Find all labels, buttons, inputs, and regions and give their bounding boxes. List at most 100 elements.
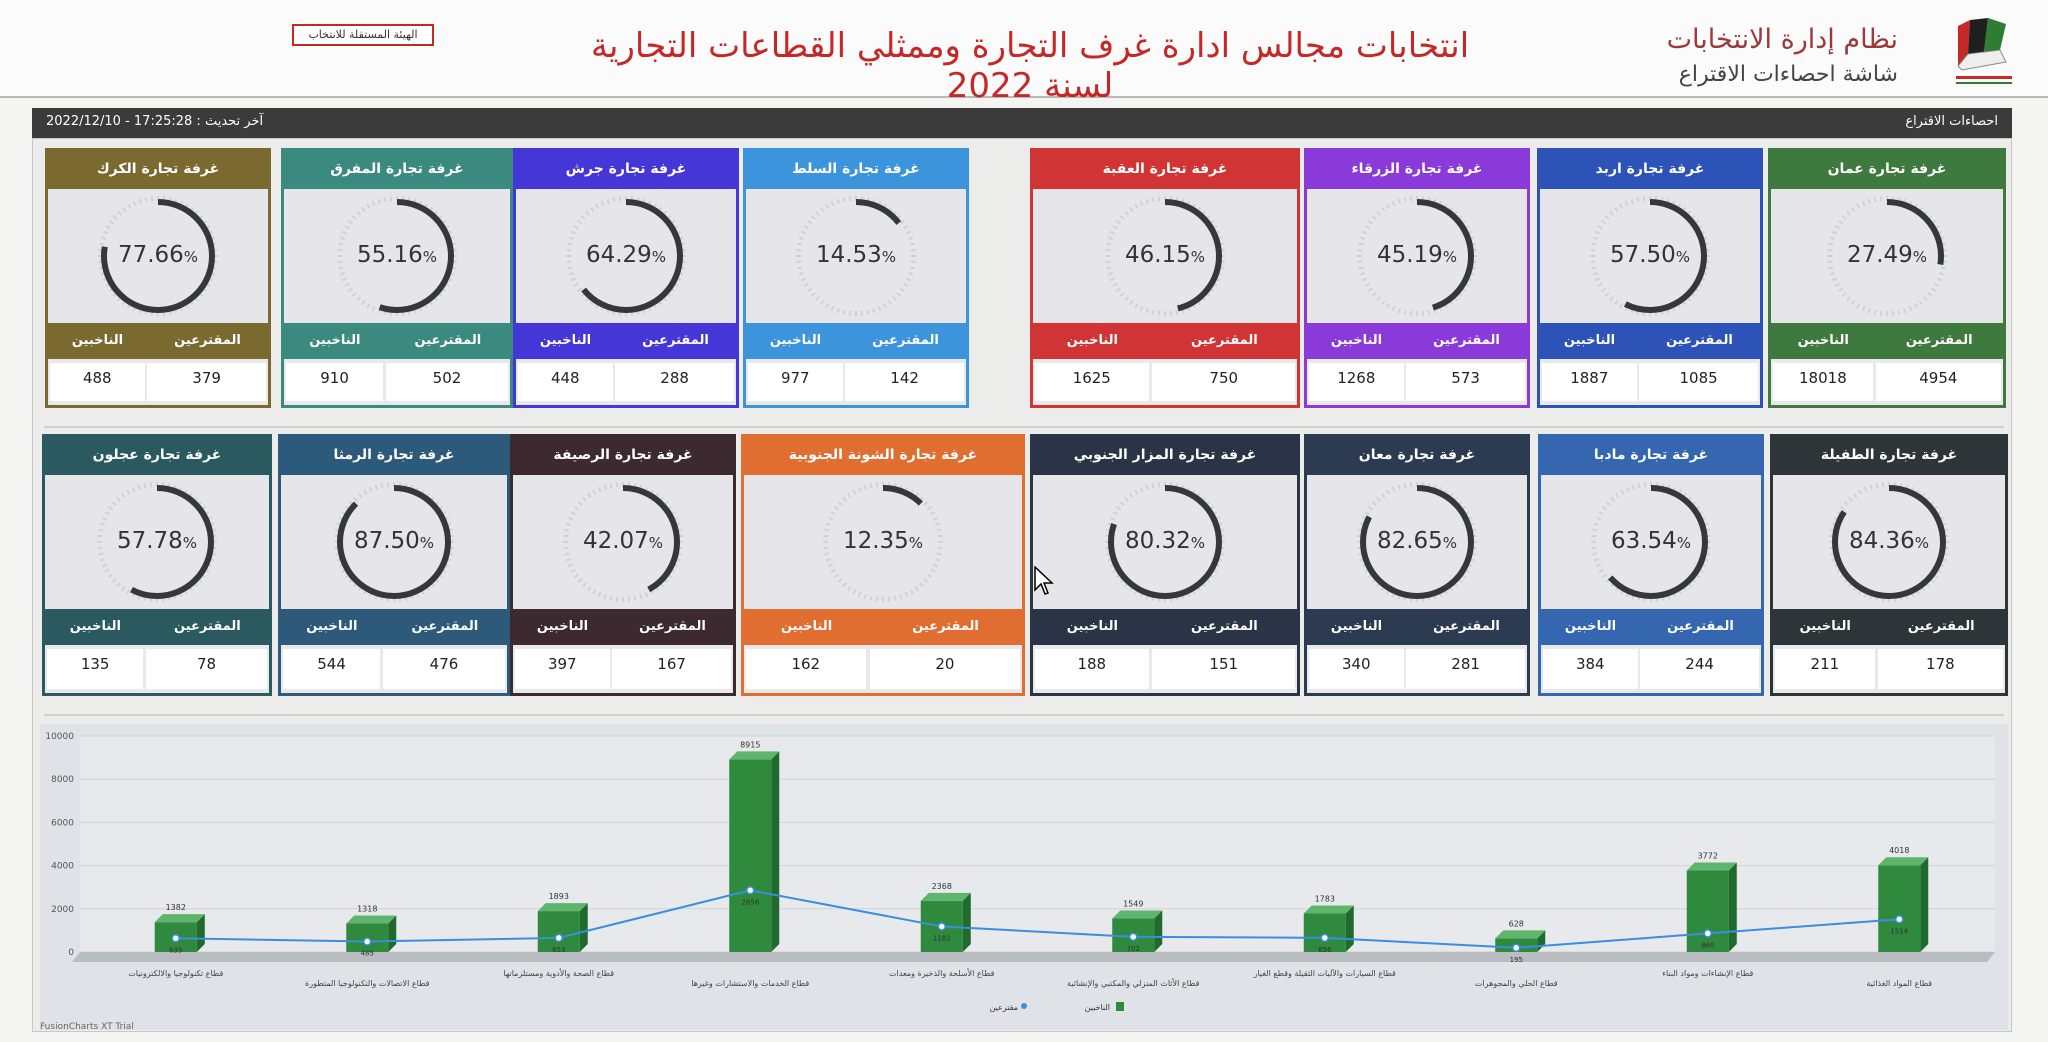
bar-value-label: 3772 [1698, 852, 1718, 861]
chamber-card[interactable]: غرفة تجارة الشونة الجنوبية 12.35% المقتر… [741, 434, 1025, 696]
bar-side [962, 892, 971, 952]
registered-value: 18018 [1773, 363, 1873, 401]
bar-value-label: 2368 [932, 882, 952, 891]
chamber-card[interactable]: غرفة تجارة الرمثا 87.50% المقترعين الناخ… [278, 434, 510, 696]
registered-label: الناخبين [309, 333, 361, 348]
authority-button[interactable]: الهيئة المستقلة للانتخاب [292, 24, 434, 46]
gauge-ring [1590, 196, 1710, 316]
gauge-arc [1830, 199, 1944, 313]
turnout-percent: 84.36% [1848, 528, 1930, 554]
line-value-label: 860 [1701, 941, 1714, 949]
chamber-card[interactable]: غرفة تجارة الكرك 77.66% المقترعين الناخب… [45, 148, 271, 408]
y-tick-label: 0 [68, 948, 74, 958]
bar-side [1154, 910, 1163, 952]
voters-value: 78 [146, 649, 267, 689]
gauge-ring [823, 482, 943, 602]
voters-label: المقترعين [1666, 333, 1733, 348]
registered-value: 488 [50, 363, 145, 401]
bar [1878, 865, 1921, 952]
gauge-arc [566, 485, 680, 599]
turnout-gauge: 63.54% [1541, 475, 1761, 609]
turnout-gauge: 12.35% [744, 475, 1022, 609]
chamber-card[interactable]: غرفة تجارة الزرقاء 45.19% المقترعين النا… [1304, 148, 1530, 408]
chamber-card[interactable]: غرفة تجارة عجلون 57.78% المقترعين الناخب… [42, 434, 272, 696]
gauge-ring [1357, 482, 1477, 602]
line-point [1512, 943, 1521, 953]
chamber-card[interactable]: غرفة تجارة السلط 14.53% المقترعين الناخب… [743, 148, 969, 408]
card-values: 1085 1887 [1540, 359, 1760, 405]
plot-background [80, 736, 1995, 952]
line-point [363, 937, 372, 946]
chamber-card[interactable]: غرفة تجارة المزار الجنوبي 80.32% المقترع… [1030, 434, 1300, 696]
bar-side [388, 915, 397, 952]
registered-label: الناخبين [306, 619, 358, 634]
line-value-label: 702 [1127, 945, 1140, 953]
turnout-percent: 80.32% [1124, 528, 1206, 554]
gauge-arc [1360, 199, 1474, 313]
gauge-arc [1360, 485, 1474, 599]
voters-label: المقترعين [912, 619, 979, 634]
bar-value-label: 1783 [1315, 894, 1335, 903]
chamber-card[interactable]: غرفة تجارة مادبا 63.54% المقترعين الناخب… [1538, 434, 1764, 696]
gauge-ring [1105, 482, 1225, 602]
voters-label: المقترعين [642, 333, 709, 348]
registered-value: 384 [1543, 649, 1638, 689]
voters-label: المقترعين [1667, 619, 1734, 634]
registered-label: الناخبين [1563, 333, 1616, 348]
turnout-percent: 14.53% [815, 242, 897, 268]
registered-label: الناخبين [1330, 333, 1383, 348]
line-point [1320, 933, 1329, 943]
bar-value-label: 4018 [1889, 846, 1909, 855]
turnout-gauge: 46.15% [1033, 189, 1297, 323]
chamber-card[interactable]: غرفة تجارة جرش 64.29% المقترعين الناخبين… [513, 148, 739, 408]
chamber-card[interactable]: غرفة تجارة معان 82.65% المقترعين الناخبي… [1304, 434, 1530, 696]
chamber-card[interactable]: غرفة تجارة عمان 27.49% المقترعين الناخبي… [1768, 148, 2006, 408]
chamber-card[interactable]: غرفة تجارة المفرق 55.16% المقترعين الناخ… [281, 148, 513, 408]
gauge-ring [563, 482, 683, 602]
turnout-percent: 46.15% [1124, 242, 1206, 268]
chamber-name: غرفة تجارة المزار الجنوبي [1033, 437, 1297, 475]
voters-label: المقترعين [414, 333, 482, 348]
x-tick-label: قطاع تكنولوجيا والالكترونيات [128, 969, 223, 978]
voters-label: المقترعين [1191, 619, 1258, 634]
voters-value: 4954 [1875, 363, 2001, 401]
card-subheader: المقترعين الناخبين [281, 609, 507, 645]
turnout-gauge: 45.19% [1307, 189, 1527, 323]
bar-value-label: 1382 [166, 903, 186, 912]
bar-top [1878, 857, 1929, 866]
sector-chart: 10000 8000 6000 4000 2000 0 1382 قطاع تكنولوجيا… [40, 724, 2008, 1030]
system-title: نظام إدارة الانتخابات [1666, 24, 1898, 55]
registered-value: 1268 [1309, 363, 1404, 401]
bar [1686, 870, 1729, 952]
page-title: انتخابات مجالس ادارة غرف التجارة وممثلي … [590, 26, 1470, 106]
row-divider [44, 426, 2004, 428]
voters-label: المقترعين [639, 619, 706, 634]
turnout-gauge: 14.53% [746, 189, 966, 323]
chamber-card[interactable]: غرفة تجارة اربد 57.50% المقترعين الناخبي… [1537, 148, 1763, 408]
chamber-card[interactable]: غرفة تجارة العقبة 46.15% المقترعين الناخ… [1030, 148, 1300, 408]
legend-swatch [1116, 1002, 1124, 1011]
chamber-card[interactable]: غرفة تجارة الرصيفة 42.07% المقترعين النا… [510, 434, 736, 696]
bar-top [920, 892, 971, 901]
gauge-ring [1829, 482, 1949, 602]
registered-label: الناخبين [536, 619, 589, 634]
registered-value: 135 [47, 649, 144, 689]
bar-side [579, 903, 588, 952]
x-tick-label: قطاع الإنشاءات ومواد البناء [1662, 969, 1753, 979]
card-values: 167 397 [513, 645, 733, 693]
card-values: 750 1625 [1033, 359, 1297, 405]
gauge-arc [799, 199, 913, 313]
gauge-ring [1827, 196, 1947, 316]
card-subheader: المقترعين الناخبين [45, 609, 269, 645]
chamber-card[interactable]: غرفة تجارة الطفيلة 84.36% المقترعين النا… [1770, 434, 2008, 696]
gauge-arc [337, 485, 451, 599]
registered-label: الناخبين [1330, 619, 1383, 634]
registered-value: 977 [748, 363, 843, 401]
registered-label: الناخبين [1799, 619, 1851, 634]
bar-value-label: 1318 [357, 905, 377, 914]
line-value-label: 1182 [933, 934, 951, 942]
registered-value: 188 [1035, 649, 1149, 689]
registered-label: الناخبين [71, 333, 124, 348]
bar-top [346, 915, 397, 924]
chamber-name: غرفة تجارة المفرق [284, 151, 510, 189]
